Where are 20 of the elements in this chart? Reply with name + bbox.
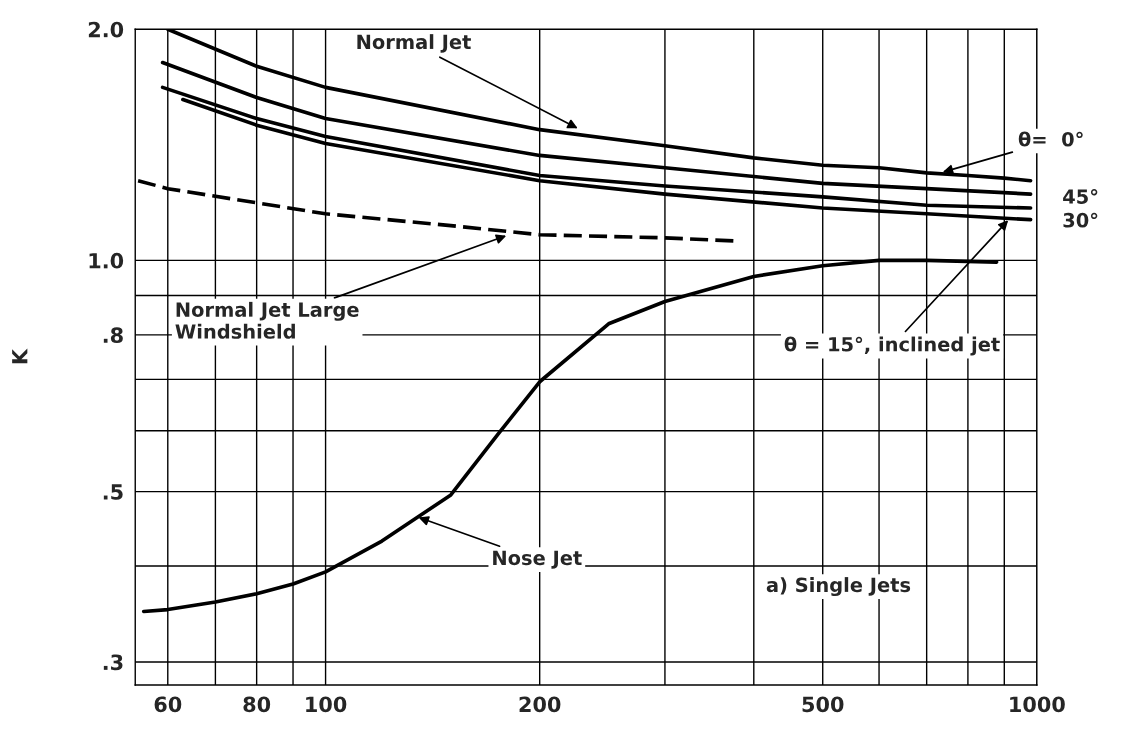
y-tick-label: .3 [103,654,123,671]
y-tick-label: .5 [103,484,123,500]
annotation: Nose Jet [493,550,582,569]
annotation: Normal Jet Large Windshield [175,301,359,339]
annotation: 45° [1063,189,1098,204]
x-tick-label: 100 [306,696,347,713]
x-tick-label: 1000 [1010,696,1065,713]
annotation: θ = 15°, inclined jet [784,336,1000,356]
x-tick-label: 60 [154,696,182,713]
annotation: 30° [1063,212,1098,228]
y-tick-label: .8 [103,327,123,344]
y-axis-title: K [12,348,28,364]
annotation: Normal Jet [357,34,471,53]
annotation: a) Single Jets [766,577,911,597]
x-tick-label: 80 [243,696,271,713]
y-tick-label: 1.0 [89,252,124,269]
annotation: θ= 0° [1018,131,1083,147]
x-tick-label: 500 [802,696,844,713]
x-tick-label: 200 [519,696,561,713]
y-tick-label: 2.0 [88,21,124,38]
